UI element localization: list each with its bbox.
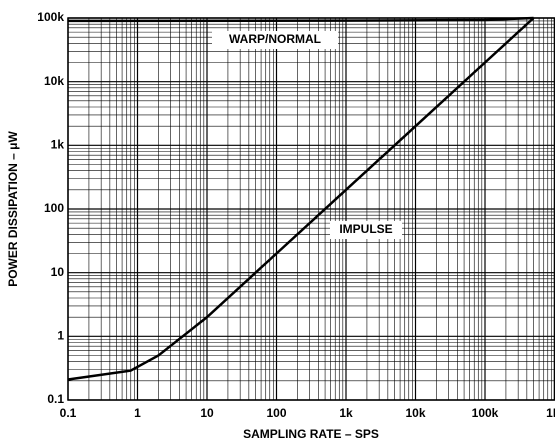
series-line [67,16,534,23]
series-label: WARP/NORMAL [229,32,321,46]
y-axis-label: POWER DISSIPATION – μW [6,131,20,287]
series-line [67,17,535,381]
x-axis-label: SAMPLING RATE – SPS [243,427,379,441]
x-tick-label: 1k [339,406,353,420]
x-tick-label: 100 [266,406,286,420]
y-tick-label: 100 [44,201,64,215]
x-tick-label: 100k [472,406,499,420]
x-tick-label: 10k [405,406,425,420]
label-background [330,221,402,239]
x-tick-label: 10 [200,406,214,420]
y-tick-label: 1 [57,329,64,343]
label-background [212,31,338,49]
x-tick-label: 1M [546,406,555,420]
x-tick-label: 1 [134,406,141,420]
y-tick-label: 100k [37,10,64,24]
y-tick-label: 10k [44,74,64,88]
series-label: IMPULSE [339,222,392,236]
y-tick-label: 0.1 [47,392,64,406]
x-tick-label: 0.1 [60,406,77,420]
y-tick-label: 1k [51,138,65,152]
y-tick-label: 10 [51,265,65,279]
